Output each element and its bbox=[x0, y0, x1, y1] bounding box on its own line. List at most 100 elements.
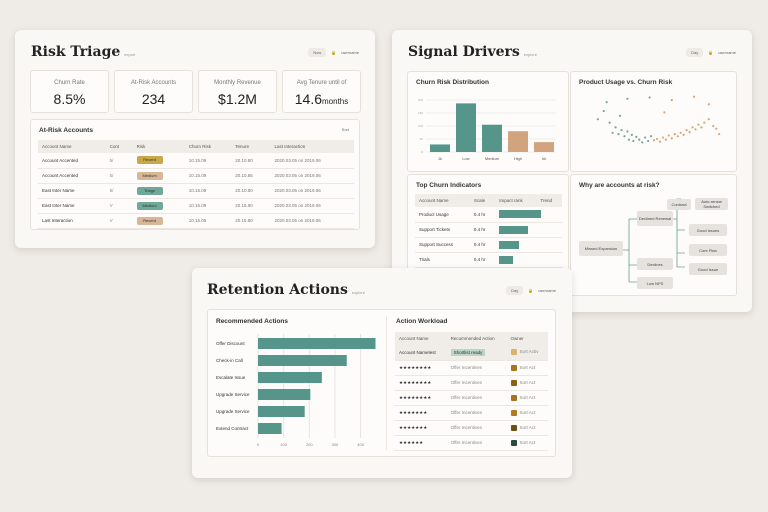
tree-node-root[interactable]: Missed Expansion bbox=[579, 241, 623, 256]
kpi-card: Churn Rate 8.5% bbox=[30, 70, 109, 113]
scatter-point bbox=[608, 121, 611, 124]
scatter-point bbox=[623, 135, 626, 138]
table-row[interactable]: Account Accented 5/Medium 10.15.09 20.10.85… bbox=[38, 168, 354, 184]
kpi-card: Avg Tenure until of 14.6months bbox=[282, 70, 361, 113]
tree-node[interactable]: Good Issues bbox=[689, 224, 727, 236]
lock-icon: 🔒 bbox=[528, 288, 534, 293]
export-link[interactable]: export bbox=[124, 52, 136, 57]
scatter-point bbox=[638, 138, 641, 141]
kpi-label: Churn Rate bbox=[54, 80, 85, 86]
column-header[interactable]: Recommended Action bbox=[446, 332, 507, 345]
column-header[interactable]: Account Name bbox=[38, 140, 106, 153]
table-row[interactable]: Trials 0.4 hr bbox=[415, 252, 562, 268]
scatter-point bbox=[618, 114, 622, 117]
page-title: Retention Actions explore bbox=[207, 282, 365, 298]
bar bbox=[258, 372, 322, 383]
churn-distribution-chart: 0 50 100 150 200 Jk Low Medium High Irk bbox=[418, 98, 556, 161]
bar bbox=[258, 389, 311, 400]
scatter-point bbox=[627, 138, 630, 141]
scatter-point bbox=[596, 118, 599, 121]
category-label: Check-in Call bbox=[216, 358, 243, 363]
column-header[interactable]: Account Name bbox=[395, 332, 447, 345]
scatter-point bbox=[652, 139, 656, 142]
table-row[interactable]: Support Success 0.4 hr bbox=[415, 237, 562, 253]
table-row[interactable]: Account Accented 5/Recent 10.15.09 20.10.80… bbox=[38, 153, 354, 169]
scatter-point bbox=[655, 137, 659, 141]
table-row[interactable]: ★★★★★★ Offer Incentives Sort Act bbox=[395, 435, 548, 451]
table-row[interactable]: Product Usage 0.4 hr bbox=[415, 207, 562, 223]
scatter-point bbox=[670, 137, 673, 140]
table-row[interactable]: ★★★★★★★★ Offer Incentives Sort Act bbox=[395, 390, 548, 406]
owner-swatch bbox=[510, 394, 517, 401]
column-header[interactable]: Churn Risk bbox=[184, 140, 232, 153]
table-row[interactable]: ★★★★★★★★ Offer Incentives Sort Act bbox=[395, 360, 548, 376]
scatter-point bbox=[715, 127, 718, 130]
kpi-label: Monthly Revenue bbox=[214, 80, 261, 86]
x-tick-label: 0 bbox=[257, 442, 260, 447]
bar bbox=[258, 338, 376, 349]
kpi-label: Avg Tenure until of bbox=[296, 80, 347, 86]
column-header[interactable]: Scale bbox=[469, 194, 496, 207]
scatter-point bbox=[707, 118, 710, 121]
category-label: Upgrade Service bbox=[216, 409, 250, 414]
kpi-value: 234 bbox=[141, 91, 166, 107]
column-header[interactable]: Account Name bbox=[415, 194, 470, 207]
user-name[interactable]: username bbox=[341, 50, 359, 55]
tree-node[interactable]: Declines bbox=[637, 258, 673, 270]
category-label: Extend Contract bbox=[216, 426, 249, 431]
column-header[interactable]: Last Interaction bbox=[270, 140, 354, 153]
user-name[interactable]: username bbox=[538, 288, 556, 293]
column-header[interactable]: Cont bbox=[105, 140, 133, 153]
column-header[interactable]: Tenure bbox=[231, 140, 271, 153]
filter-dropdown[interactable]: Now bbox=[308, 48, 327, 57]
column-header[interactable]: Impact rank bbox=[495, 194, 537, 207]
scatter-point bbox=[648, 96, 651, 99]
x-tick-label: 400 bbox=[357, 442, 364, 447]
column-header[interactable]: Risk bbox=[132, 140, 185, 153]
tree-node[interactable]: Low NPS bbox=[637, 277, 673, 289]
tree-node[interactable]: Core Plan bbox=[689, 244, 727, 256]
column-header[interactable]: Owner bbox=[506, 332, 548, 345]
card-title: Why are accounts at risk? bbox=[579, 182, 660, 189]
filter-dropdown[interactable]: Day bbox=[506, 286, 524, 295]
scatter-point bbox=[626, 130, 629, 133]
table-row[interactable]: ★★★★★★★ Offer Incentives Sort Act bbox=[395, 420, 548, 436]
tree-node[interactable]: Contract bbox=[667, 199, 691, 210]
lock-icon: 🔒 bbox=[708, 50, 714, 55]
table-row[interactable]: East Inter Name V Medium 10.15.09 20.15.90 20… bbox=[38, 198, 354, 214]
table-row[interactable]: ★★★★★★★ Offer Incentives Sort Act bbox=[395, 405, 548, 421]
sort-button[interactable]: Sort bbox=[341, 127, 349, 132]
scatter-point bbox=[630, 133, 633, 136]
scatter-point bbox=[676, 135, 679, 138]
bar bbox=[482, 124, 502, 152]
table-row[interactable]: East Inter Name 5/Triage 10.15.09 20.10.80 2… bbox=[38, 183, 354, 199]
table-row[interactable]: Support Tickets 0.4 hr bbox=[415, 222, 562, 238]
owner-swatch bbox=[510, 364, 517, 371]
card-title: At-Risk Accounts bbox=[39, 127, 93, 134]
tree-node[interactable]: Good Issue bbox=[689, 263, 727, 275]
bar bbox=[258, 406, 305, 417]
filter-dropdown[interactable]: Day bbox=[686, 48, 704, 57]
impact-bar bbox=[499, 225, 528, 234]
user-name[interactable]: username bbox=[718, 50, 736, 55]
bar bbox=[508, 131, 528, 152]
scatter-point bbox=[647, 139, 650, 143]
table-row[interactable]: ★★★★★★★★ Offer Incentives Sort Act bbox=[395, 375, 548, 391]
table-row[interactable]: Account Nametest Shortlist ready Sort Acti… bbox=[395, 345, 548, 361]
owner-swatch bbox=[510, 424, 517, 431]
tree-node[interactable]: Declined Renewal bbox=[637, 211, 673, 226]
scatter-point bbox=[697, 123, 700, 126]
tree-node[interactable]: Auto-renew Switched bbox=[695, 198, 728, 210]
owner-swatch bbox=[510, 379, 517, 386]
scatter-point bbox=[712, 124, 715, 128]
x-tick-label: Medium bbox=[485, 156, 500, 161]
category-label: Escalate Issue bbox=[216, 375, 246, 380]
impact-bar bbox=[499, 240, 520, 249]
at-risk-table: Account Name Cont Risk Churn Risk Tenure Last… bbox=[38, 140, 354, 229]
table-row[interactable]: Last Interaction V Recent 10.15.09 20.15.80 2… bbox=[38, 213, 354, 229]
top-indicators-card: Top Churn Indicators Account Name Scale Im… bbox=[407, 174, 569, 304]
risk-badge: Recent bbox=[136, 156, 163, 165]
bar bbox=[258, 423, 282, 434]
x-tick-label: Irk bbox=[542, 156, 546, 161]
scatter-point bbox=[682, 133, 685, 136]
